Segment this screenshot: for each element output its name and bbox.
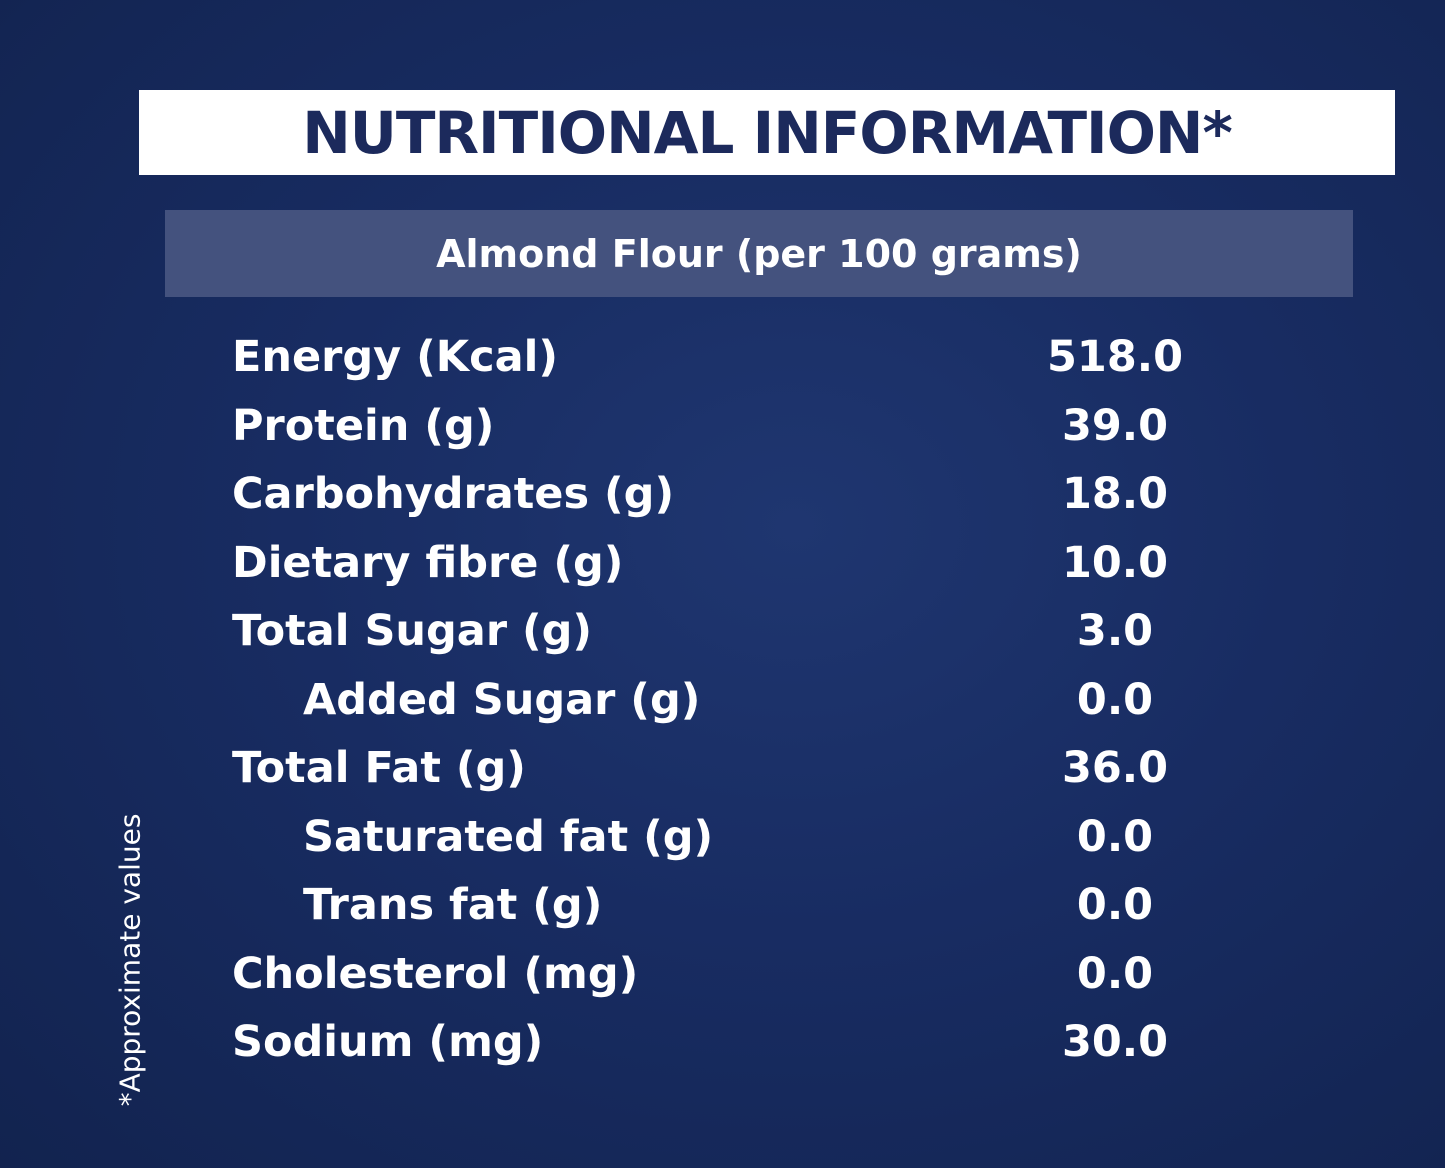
table-caption: Almond Flour (per 100 grams) (436, 231, 1082, 276)
row-value: 0.0 (1076, 880, 1154, 930)
row-label: Carbohydrates (g) (232, 469, 675, 519)
row-value: 36.0 (1061, 743, 1169, 793)
title-banner: NUTRITIONAL INFORMATION* (139, 90, 1395, 175)
title: NUTRITIONAL INFORMATION* (302, 98, 1233, 167)
row-label: Total Sugar (g) (232, 606, 593, 656)
row-label: Energy (Kcal) (232, 332, 559, 382)
row-value: 0.0 (1076, 811, 1154, 862)
sub-row-label: Saturated fat (g) (303, 811, 714, 862)
footnote: *Approximate values (113, 813, 147, 1107)
row-value: 3.0 (1076, 606, 1154, 656)
row-value: 30.0 (1061, 1017, 1169, 1067)
row-label: Protein (g) (232, 400, 495, 451)
sub-row-label: Trans fat (g) (303, 880, 603, 930)
caption-banner: Almond Flour (per 100 grams) (165, 210, 1353, 297)
row-label: Sodium (mg) (232, 1017, 544, 1067)
row-label: Dietary fibre (g) (232, 537, 624, 588)
row-value: 10.0 (1061, 537, 1169, 588)
row-value: 39.0 (1061, 400, 1169, 451)
row-label: Cholesterol (mg) (232, 948, 639, 999)
row-value: 518.0 (1046, 332, 1183, 382)
row-value: 0.0 (1076, 948, 1154, 999)
row-label: Total Fat (g) (232, 743, 526, 793)
sub-row-label: Added Sugar (g) (303, 674, 701, 725)
row-value: 18.0 (1061, 469, 1169, 519)
row-value: 0.0 (1076, 674, 1154, 725)
